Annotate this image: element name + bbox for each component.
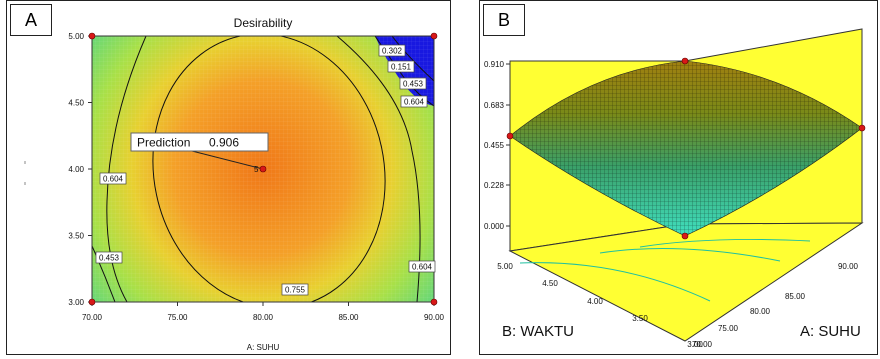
y-tick-label: 4.50 — [68, 99, 84, 108]
y-tick-label: 4.50 — [542, 279, 558, 288]
center-marker-label: 5 — [254, 165, 259, 174]
contour-label: 0.453 — [399, 77, 427, 90]
x-tick-label: 70.00 — [692, 340, 713, 349]
y-tick-label: 3.50 — [632, 314, 648, 323]
contour-plot: 70.00 75.00 80.00 85.00 90.00 3.00 3.50 4.00 4.5… — [24, 16, 445, 352]
axis-ticks: 70.00 75.00 80.00 85.00 90.00 3.00 3.50 4.00 4.5… — [68, 32, 444, 322]
contour-0-302 — [391, 36, 434, 82]
x-axis-label: A: SUHU — [247, 343, 280, 352]
design-point — [259, 165, 267, 173]
panel-a: A 70.00 75.00 80.0 — [6, 0, 451, 355]
design-point — [88, 298, 96, 306]
surface-design-point — [681, 57, 689, 65]
contour-label: 0.302 — [378, 44, 406, 57]
y-tick-label: 3.00 — [68, 298, 84, 307]
x-axis-ticks: 70.00 75.00 80.00 85.00 90.00 — [692, 262, 859, 349]
svg-text:0.453: 0.453 — [403, 80, 424, 89]
contour-label: 0.151 — [387, 60, 415, 73]
panel-a-letter: A — [10, 4, 52, 36]
surface-design-points — [506, 57, 866, 240]
floor-contours — [519, 238, 811, 302]
x-tick-label: 85.00 — [785, 292, 806, 301]
x-tick-label: 90.00 — [424, 313, 445, 322]
svg-text:0.604: 0.604 — [103, 175, 124, 184]
z-tick-label: 0.910 — [484, 60, 505, 69]
contour-label: 0.453 — [95, 251, 123, 264]
design-point — [430, 298, 438, 306]
contour-left-0-604 — [106, 36, 147, 302]
surface-plot: 0.000 0.228 0.455 0.683 0.910 3.00 3.50 4.00 4.… — [484, 28, 866, 349]
panel-b: B 0.000 0.228 0.455 0.683 0.910 3.00 3.50 4.00… — [479, 0, 878, 355]
surface-design-point — [506, 132, 514, 140]
x-tick-label: 75.00 — [167, 313, 188, 322]
y-tick-label: 3.00 — [687, 340, 703, 349]
z-tick-label: 0.228 — [484, 181, 505, 190]
svg-text:0.604: 0.604 — [412, 263, 433, 272]
y-axis-label: B: WAKTU — [502, 323, 574, 340]
svg-text:0.453: 0.453 — [99, 254, 120, 263]
z-tick-label: 0.000 — [484, 222, 505, 231]
contour-labels: 0.302 0.151 0.453 0.604 0.604 0.453 0.755 0.604 — [95, 44, 436, 296]
contour-left-0-453 — [92, 245, 116, 302]
design-point — [430, 32, 438, 40]
x-tick-label: 80.00 — [750, 307, 771, 316]
y-tick-label: 4.00 — [68, 165, 84, 174]
prediction-label: Prediction — [137, 136, 190, 150]
contour-label: 0.604 — [408, 260, 436, 273]
y-axis-ticks: 3.00 3.50 4.00 4.50 5.00 — [497, 262, 703, 349]
x-tick-label: 70.00 — [82, 313, 103, 322]
svg-text:0.302: 0.302 — [382, 47, 403, 56]
svg-text:0.604: 0.604 — [404, 98, 425, 107]
prediction-flag: Prediction 0.906 — [130, 132, 269, 170]
contour-right-0-604 — [336, 36, 421, 302]
panel-b-letter: B — [483, 4, 525, 36]
design-points — [88, 32, 438, 306]
x-tick-label: 80.00 — [253, 313, 274, 322]
x-tick-label: 85.00 — [338, 313, 359, 322]
y-tick-label: 4.00 — [587, 297, 603, 306]
surface-design-point — [681, 232, 689, 240]
svg-text:0.151: 0.151 — [391, 63, 412, 72]
x-tick-label: 75.00 — [718, 324, 739, 333]
chart-title: Desirability — [234, 16, 293, 30]
svg-text:0.755: 0.755 — [285, 286, 306, 295]
z-tick-label: 0.455 — [484, 141, 505, 150]
z-tick-label: 0.683 — [484, 101, 505, 110]
design-point — [88, 32, 96, 40]
contour-label: 0.755 — [281, 283, 309, 296]
contour-label: 0.604 — [99, 172, 127, 185]
y-tick-label: 3.50 — [68, 232, 84, 241]
contour-label: 0.604 — [400, 95, 428, 108]
y-tick-label: 5.00 — [497, 262, 513, 271]
x-axis-label-b: A: SUHU — [800, 323, 861, 340]
z-axis-ticks: 0.000 0.228 0.455 0.683 0.910 — [484, 60, 510, 231]
x-tick-label: 90.00 — [838, 262, 859, 271]
surface-design-point — [858, 124, 866, 132]
prediction-value: 0.906 — [209, 136, 239, 150]
floor — [508, 222, 864, 342]
y-tick-label: 5.00 — [68, 32, 84, 41]
